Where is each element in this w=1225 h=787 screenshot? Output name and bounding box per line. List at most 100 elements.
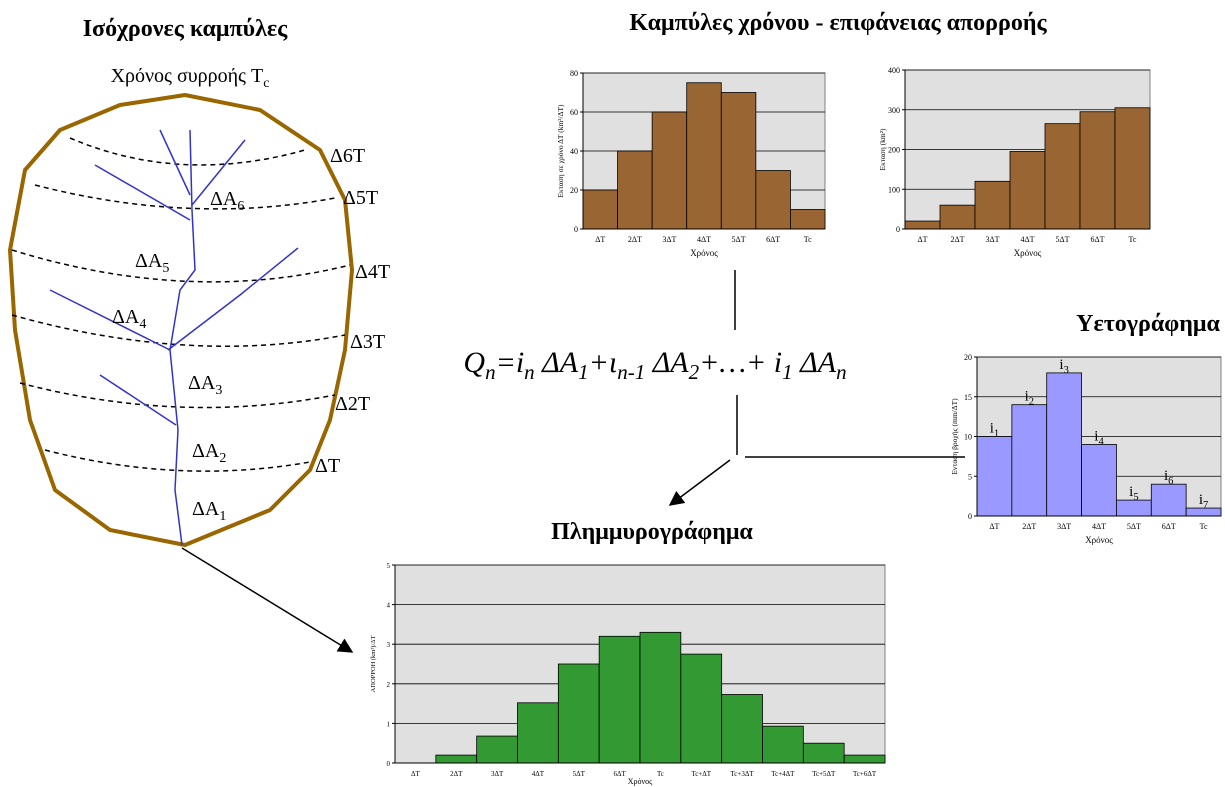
x-tick-label: ΔT bbox=[989, 522, 999, 531]
bar bbox=[517, 702, 559, 764]
x-tick-label: Tc+3ΔT bbox=[731, 770, 755, 778]
area-labels: ΔA6 ΔA5 ΔA4 ΔA3 ΔA2 ΔA1 bbox=[112, 188, 244, 524]
y-tick-label: 0 bbox=[896, 225, 900, 234]
bar bbox=[974, 180, 1011, 230]
y-tick-label: 0 bbox=[387, 760, 391, 768]
area-label: ΔA2 bbox=[192, 440, 226, 466]
y-axis-label: Ενταση βροχής (mm/ΔT) bbox=[950, 398, 959, 475]
chart-title: Υετογράφημα bbox=[1076, 311, 1220, 337]
y-tick-label: 4 bbox=[387, 602, 391, 610]
x-axis-label: Χρόνος bbox=[1085, 535, 1113, 545]
x-tick-label: Tc+6ΔT bbox=[853, 770, 877, 778]
watershed-title: Ισόχρονες καμπύλες bbox=[83, 16, 288, 42]
annotation-sub: 6 bbox=[1168, 476, 1173, 487]
x-axis-label: Χρόνος bbox=[690, 248, 718, 258]
bar bbox=[1150, 483, 1187, 517]
bar bbox=[1009, 151, 1046, 230]
x-tick-label: ΔT bbox=[411, 770, 421, 778]
annotation-sub: 7 bbox=[1203, 500, 1208, 511]
annotation-text: i bbox=[1025, 389, 1029, 405]
area-label: ΔA5 bbox=[135, 250, 169, 276]
bar bbox=[721, 694, 763, 764]
bar bbox=[762, 725, 804, 764]
x-tick-label: 6ΔT bbox=[613, 770, 626, 778]
y-tick-label: 400 bbox=[888, 66, 900, 75]
isochrone-label: Δ6T bbox=[330, 145, 365, 167]
x-tick-label: Tc+5ΔT bbox=[812, 770, 836, 778]
annotation-text: i bbox=[1199, 492, 1203, 508]
equation: Qn=in ΔA1+ιn-1 ΔA2+…+ i1 ΔAn bbox=[463, 346, 846, 384]
x-tick-label: 2ΔT bbox=[450, 770, 463, 778]
x-tick-label: 5ΔT bbox=[573, 770, 586, 778]
isochrone-labels: Δ6T Δ5T Δ4T Δ3T Δ2T ΔT bbox=[315, 145, 390, 477]
x-tick-label: 2ΔT bbox=[628, 235, 642, 244]
annotation-sub: 5 bbox=[1133, 492, 1138, 503]
x-tick-label: 6ΔT bbox=[1090, 235, 1104, 244]
y-tick-label: 5 bbox=[968, 472, 972, 481]
bar bbox=[976, 436, 1013, 517]
main-title: Καμπύλες χρόνου - επιφάνειας απορροής bbox=[629, 10, 1047, 36]
bar bbox=[435, 754, 478, 764]
bar bbox=[802, 742, 845, 764]
x-tick-label: 4ΔT bbox=[1092, 522, 1106, 531]
x-tick-label: 3ΔT bbox=[662, 235, 676, 244]
y-tick-label: 3 bbox=[387, 641, 391, 649]
isochrone-label: ΔT bbox=[315, 455, 340, 477]
x-tick-label: Tc+4ΔT bbox=[771, 770, 795, 778]
bar bbox=[755, 170, 791, 230]
area-label: ΔA4 bbox=[112, 306, 146, 332]
x-tick-label: 3ΔT bbox=[985, 235, 999, 244]
x-tick-label: 4ΔT bbox=[1020, 235, 1034, 244]
x-tick-label: 6ΔT bbox=[1162, 522, 1176, 531]
y-tick-label: 5 bbox=[387, 562, 391, 570]
y-tick-label: 1 bbox=[387, 720, 391, 728]
chart-title: Πλημμυρογράφημα bbox=[551, 519, 753, 545]
y-tick-label: 300 bbox=[888, 106, 900, 115]
y-tick-label: 40 bbox=[570, 147, 578, 156]
bar bbox=[639, 631, 682, 764]
annotation-text: i bbox=[1129, 484, 1133, 500]
x-axis-label: Χρόνος bbox=[1014, 248, 1042, 258]
annotation-sub: 1 bbox=[994, 429, 999, 440]
bar-annotation: i3 bbox=[1059, 357, 1068, 376]
x-tick-label: ΔT bbox=[595, 235, 605, 244]
y-tick-label: 200 bbox=[888, 146, 900, 155]
y-tick-label: 100 bbox=[888, 185, 900, 194]
y-tick-label: 2 bbox=[387, 681, 391, 689]
connectors bbox=[181, 270, 965, 653]
x-tick-label: Tc bbox=[1129, 235, 1137, 244]
bar-chart: 0 20 40 60 80 ΔT 2ΔT 3ΔT 4ΔT 5ΔT 6ΔT Tc Χρόνος Εκταση… bbox=[556, 69, 826, 258]
y-tick-label: 20 bbox=[964, 353, 972, 362]
annotation-text: i bbox=[1059, 357, 1063, 373]
river-network bbox=[49, 129, 299, 546]
bar bbox=[1114, 107, 1151, 230]
y-tick-label: 80 bbox=[570, 69, 578, 78]
bar-annotation: i1 bbox=[990, 421, 999, 440]
x-tick-label: Tc+ΔT bbox=[691, 770, 711, 778]
annotation-text: i bbox=[1094, 428, 1098, 444]
isochrone-label: Δ4T bbox=[355, 261, 390, 283]
y-tick-label: 20 bbox=[570, 186, 578, 195]
x-tick-label: 6ΔT bbox=[766, 235, 780, 244]
y-tick-label: 60 bbox=[570, 108, 578, 117]
bar bbox=[1011, 404, 1048, 517]
annotation-sub: 3 bbox=[1064, 365, 1069, 376]
y-axis-label: Εκταση (km²) bbox=[878, 128, 887, 170]
bar bbox=[680, 653, 723, 764]
bar-annotation: i7 bbox=[1199, 492, 1208, 511]
watershed-subtitle: Χρόνος συρροής Tc bbox=[111, 65, 270, 91]
x-tick-label: 4ΔT bbox=[697, 235, 711, 244]
bar-chart: 0 100 200 300 400 ΔT 2ΔT 3ΔT 4ΔT 5ΔT 6ΔT Tc Χρόνος Εκ… bbox=[878, 66, 1151, 258]
x-tick-label: 5ΔT bbox=[1127, 522, 1141, 531]
x-tick-label: ΔT bbox=[917, 235, 927, 244]
bar bbox=[582, 189, 618, 230]
y-tick-label: 0 bbox=[574, 225, 578, 234]
annotation-sub: 4 bbox=[1098, 436, 1104, 447]
bar bbox=[1044, 123, 1081, 230]
x-tick-label: Tc bbox=[657, 770, 664, 778]
watershed-outline bbox=[8, 93, 354, 547]
isochrone-label: Δ3T bbox=[350, 331, 385, 353]
